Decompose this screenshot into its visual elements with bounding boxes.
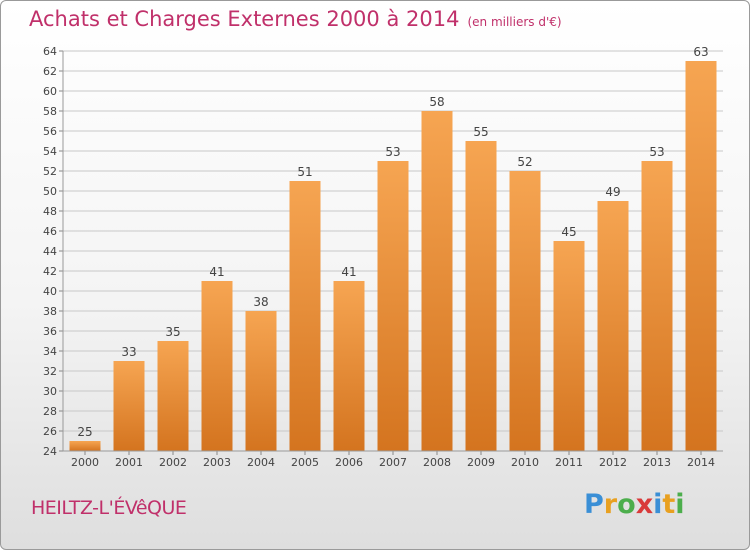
bar-2014 — [685, 61, 717, 451]
logo-letter: r — [603, 489, 618, 520]
unit-label: (en milliers d'€) — [467, 15, 562, 29]
bar-value-label: 38 — [253, 295, 268, 309]
x-tick-label: 2010 — [511, 456, 539, 469]
bar-2005 — [289, 181, 321, 451]
y-tick-label: 48 — [43, 205, 57, 218]
y-tick-label: 54 — [43, 145, 57, 158]
logo-letter: i — [653, 489, 663, 520]
y-tick-label: 40 — [43, 285, 57, 298]
x-tick-label: 2004 — [247, 456, 275, 469]
bar-2001 — [113, 361, 145, 451]
y-tick-label: 52 — [43, 165, 57, 178]
x-tick-label: 2000 — [71, 456, 99, 469]
x-tick-label: 2005 — [291, 456, 319, 469]
y-tick-label: 56 — [43, 125, 57, 138]
bar-value-label: 25 — [77, 425, 92, 439]
y-tick-label: 36 — [43, 325, 57, 338]
chart-title-text: Achats et Charges Externes 2000 à 2014 — [29, 7, 460, 31]
bar-value-label: 49 — [605, 185, 620, 199]
bar-value-label: 52 — [517, 155, 532, 169]
y-tick-label: 24 — [43, 445, 57, 458]
y-tick-label: 64 — [43, 45, 57, 58]
x-tick-label: 2002 — [159, 456, 187, 469]
x-tick-label: 2003 — [203, 456, 231, 469]
y-tick-label: 34 — [43, 345, 57, 358]
bars: 25 33 35 41 38 51 41 53 58 55 52 45 49 53 63 — [69, 45, 717, 451]
bar-value-label: 58 — [429, 95, 444, 109]
x-tick-label: 2013 — [643, 456, 671, 469]
bar-2009 — [465, 141, 497, 451]
x-tick-label: 2014 — [687, 456, 715, 469]
chart-title: Achats et Charges Externes 2000 à 2014 (e… — [29, 7, 562, 31]
x-tick-label: 2012 — [599, 456, 627, 469]
bar-value-label: 63 — [693, 45, 708, 59]
x-axis: 2000 2001 2002 2003 2004 2005 2006 2007 2008 2009… — [63, 450, 723, 469]
x-tick-label: 2011 — [555, 456, 583, 469]
logo-letter: i — [675, 489, 685, 520]
bar-2003 — [201, 281, 233, 451]
bar-2004 — [245, 311, 277, 451]
bar-value-label: 41 — [209, 265, 224, 279]
bar-2010 — [509, 171, 541, 451]
y-tick-label: 38 — [43, 305, 57, 318]
y-tick-label: 50 — [43, 185, 57, 198]
bar-value-label: 41 — [341, 265, 356, 279]
bar-2006 — [333, 281, 365, 451]
x-tick-label: 2009 — [467, 456, 495, 469]
y-tick-label: 44 — [43, 245, 57, 258]
bar-2012 — [597, 201, 629, 451]
logo-letter: x — [635, 489, 654, 520]
bar-2011 — [553, 241, 585, 451]
x-tick-label: 2007 — [379, 456, 407, 469]
y-tick-label: 46 — [43, 225, 57, 238]
x-tick-label: 2006 — [335, 456, 363, 469]
commune-name: HEILTZ-L'ÉVêQUE — [31, 497, 187, 519]
bar-2013 — [641, 161, 673, 451]
x-tick-label: 2001 — [115, 456, 143, 469]
y-tick-label: 60 — [43, 85, 57, 98]
y-tick-label: 42 — [43, 265, 57, 278]
bar-value-label: 33 — [121, 345, 136, 359]
y-tick-label: 30 — [43, 385, 57, 398]
y-tick-label: 32 — [43, 365, 57, 378]
bar-2007 — [377, 161, 409, 451]
y-tick-label: 62 — [43, 65, 57, 78]
y-tick-label: 58 — [43, 105, 57, 118]
bar-2008 — [421, 111, 453, 451]
bar-value-label: 45 — [561, 225, 576, 239]
logo-letter: o — [617, 489, 636, 520]
proxiti-logo: Proxiti — [584, 489, 685, 520]
bar-value-label: 53 — [649, 145, 664, 159]
bar-value-label: 51 — [297, 165, 312, 179]
bar-value-label: 35 — [165, 325, 180, 339]
x-tick-label: 2008 — [423, 456, 451, 469]
y-tick-label: 26 — [43, 425, 57, 438]
bar-2000 — [69, 441, 101, 451]
bar-value-label: 55 — [473, 125, 488, 139]
y-tick-label: 28 — [43, 405, 57, 418]
logo-letter: P — [584, 489, 604, 520]
logo-letter: t — [662, 489, 676, 520]
bar-2002 — [157, 341, 189, 451]
bar-value-label: 53 — [385, 145, 400, 159]
y-axis: 24 26 28 30 32 34 36 38 40 42 44 46 48 50 52 54 56 58 60 62… — [43, 45, 64, 458]
